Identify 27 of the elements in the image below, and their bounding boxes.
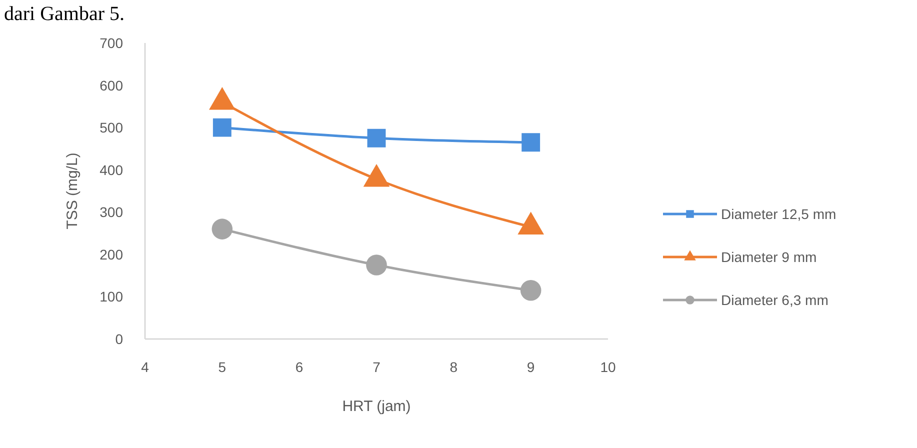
text: dari Gambar 5. <box>4 3 125 25</box>
point <box>520 280 542 301</box>
x-tick-label: 7 <box>372 359 381 375</box>
point <box>212 218 233 240</box>
x-tick-label: 5 <box>218 359 226 375</box>
x-axis-title: HRT (jam) <box>342 398 411 415</box>
y-tick-label: 600 <box>100 77 124 94</box>
y-tick-label: 300 <box>100 204 124 220</box>
point <box>212 118 232 137</box>
legend-label: Diameter 6,3 mm <box>721 292 828 308</box>
x-tick-label: 4 <box>141 359 150 375</box>
y-tick-label: 700 <box>100 35 124 51</box>
x-tick-label: 9 <box>526 359 535 375</box>
legend-label: Diameter 12,5 mm <box>721 206 836 222</box>
legend-label: Diameter 9 mm <box>721 249 817 265</box>
x-tick-label: 6 <box>295 359 304 375</box>
x-tick-label: 8 <box>450 359 458 375</box>
y-tick-label: 100 <box>100 288 124 305</box>
x-tick-label: 10 <box>600 359 616 375</box>
y-tick-label: 400 <box>100 162 124 178</box>
point <box>522 133 540 152</box>
y-tick-label: 0 <box>115 331 124 347</box>
y-tick-label: 500 <box>100 120 124 136</box>
point <box>366 254 387 276</box>
point <box>367 128 386 148</box>
y-tick-label: 200 <box>100 246 124 262</box>
y-axis-title: TSS (mg/L) <box>64 152 81 230</box>
